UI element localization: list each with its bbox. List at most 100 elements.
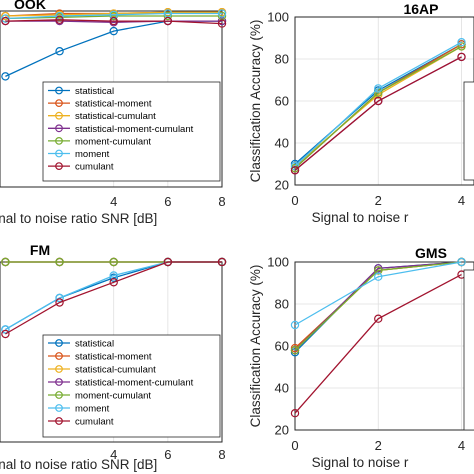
y-tick-label: 80 [275,297,289,312]
chart-title: FM [30,242,50,258]
chart-ook: 4 6 8 OOK Signal to noise ratio SNR [dB] stat… [0,0,227,226]
data-point-moment-cumulant-2 [374,266,383,275]
legend-label: moment-cumulant [75,391,151,402]
legend-box [42,81,221,182]
legend-box [42,334,221,438]
data-point-moment-2 [374,84,383,93]
y-tick-label: 100 [267,255,289,270]
data-point-statistical-cumulant-0 [1,11,10,21]
data-point-cumulant-2 [374,314,383,323]
legend-label: statistical-moment [75,352,152,363]
legend-marker-statistical-moment-cumulant [55,124,63,133]
data-point-moment-2 [55,293,64,303]
legend [463,269,474,431]
x-tick-label: 6 [164,447,171,462]
data-point-cumulant-0 [290,409,300,418]
data-point-statistical-4 [109,273,118,282]
series-line-moment-cumulant [294,261,462,351]
y-tick-label: 80 [275,52,289,67]
chart-title: OOK [14,0,46,12]
legend-label: moment [75,404,110,415]
x-tick-label: 4 [110,194,117,209]
legend-marker-moment [55,149,63,158]
data-point-moment-0 [290,320,300,330]
x-tick-label: 0 [291,193,298,208]
series-line-moment-cumulant [294,45,462,169]
series-line-moment [5,12,222,20]
y-tick-label: 60 [275,94,289,109]
series-line-cumulant [294,274,462,414]
series-line-cumulant [5,19,223,25]
legend: statisticalstatistical-momentstatistical… [42,81,221,182]
y-tick-label: 20 [275,423,289,438]
legend-marker-statistical [55,339,63,347]
series-line-cumulant [294,56,462,171]
y-axis-label: Classification Accuracy (%) [248,20,263,183]
y-tick-label: 100 [267,10,289,25]
data-point-moment-cumulant-2 [55,257,64,267]
data-point-cumulant-8 [217,19,227,28]
series-line-statistical-cumulant [5,11,222,17]
x-tick-label: 8 [218,194,225,209]
data-point-moment-cumulant-0 [1,257,10,267]
x-tick-label: 4 [458,438,465,453]
data-point-moment-2 [374,272,383,281]
data-point-cumulant-8 [217,257,227,267]
data-point-cumulant-4 [457,52,466,62]
axes-box [294,16,474,186]
legend-label: statistical-moment-cumulant [75,124,194,135]
data-point-moment-cumulant-0 [290,346,300,355]
legend-label: moment-cumulant [75,136,151,147]
legend-box [463,81,474,181]
series-line-cumulant [5,261,222,335]
x-tick-label: 4 [110,447,117,462]
axes-box [294,261,474,431]
legend-marker-statistical-cumulant [55,365,63,373]
chart-fm: 4 6 8 FM Signal to noise ratio SNR [dB] stati… [0,242,227,472]
legend-marker-statistical-moment-cumulant [55,378,63,386]
x-axis-label: Signal to noise r [312,455,409,470]
data-point-moment-cumulant-6 [163,11,173,21]
legend-label: statistical-moment-cumulant [75,378,194,389]
y-tick-label: 40 [275,136,289,151]
y-axis-label: Classification Accuracy (%) [248,265,263,428]
data-point-moment-4 [457,38,466,47]
data-point-cumulant-4 [109,16,118,26]
data-point-moment-4 [457,257,466,267]
x-axis-label: Signal to noise ratio SNR [dB] [0,211,157,226]
series-line-statistical-moment-cumulant [5,20,222,23]
x-axis-label: Signal to noise ratio SNR [dB] [0,457,157,472]
legend-label: statistical-moment [75,99,152,110]
y-tick-label: 60 [275,339,289,354]
data-point-cumulant-2 [374,96,383,106]
legend-marker-cumulant [55,162,63,171]
legend: statisticalstatistical-momentstatistical… [42,334,221,438]
legend-marker-cumulant [55,417,63,425]
legend-label: statistical-cumulant [75,111,156,122]
legend-label: cumulant [75,417,114,428]
y-tick-label: 40 [275,381,289,396]
data-point-cumulant-0 [1,16,10,26]
y-tick-label: 20 [275,178,289,193]
data-point-moment-4 [109,10,118,19]
data-point-moment-cumulant-4 [109,257,118,267]
series-line-moment [294,41,462,167]
legend-label: statistical-cumulant [75,365,156,376]
data-point-cumulant-2 [55,298,64,307]
data-point-cumulant-0 [290,166,300,175]
x-tick-label: 6 [164,194,171,209]
data-point-statistical-0 [1,72,10,81]
legend-marker-moment-cumulant [55,391,63,399]
legend-marker-statistical-moment [55,99,63,107]
legend-label: cumulant [75,162,114,173]
legend-marker-statistical-moment [55,352,63,360]
x-tick-label: 4 [458,193,465,208]
data-point-cumulant-6 [163,16,173,26]
legend-marker-statistical [55,86,63,95]
data-point-cumulant-4 [109,278,118,287]
data-point-moment-8 [217,9,227,18]
legend-marker-statistical-cumulant [55,111,63,120]
data-point-cumulant-2 [55,15,64,24]
data-point-cumulant-6 [163,257,173,267]
